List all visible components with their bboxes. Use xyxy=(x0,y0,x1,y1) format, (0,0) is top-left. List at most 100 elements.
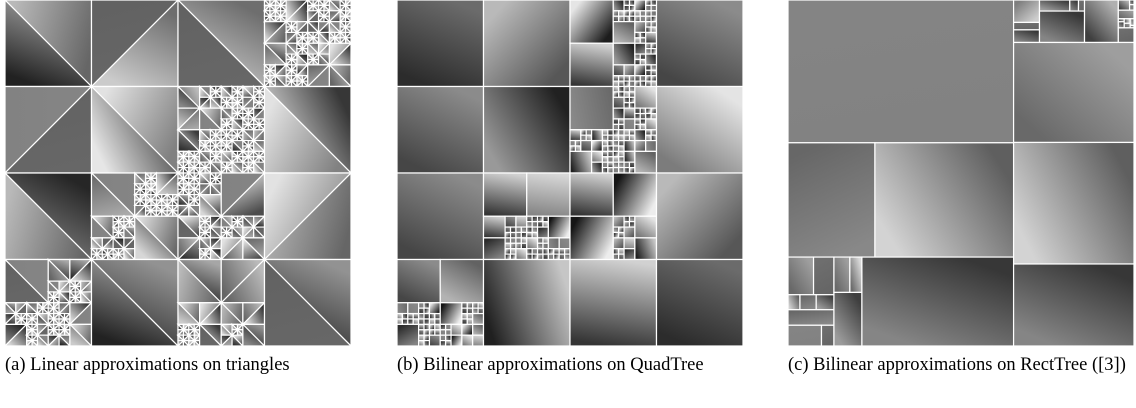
triangle-cell xyxy=(69,322,93,346)
quad-cell xyxy=(618,129,625,136)
quad-cell xyxy=(439,323,447,331)
quad-cell xyxy=(547,215,571,239)
quad-cell xyxy=(547,248,555,255)
quad-cell xyxy=(536,215,544,223)
quad-cell xyxy=(531,248,539,255)
quad-cell xyxy=(612,15,620,23)
quad-cell xyxy=(482,215,506,239)
quad-cell xyxy=(623,134,631,142)
triangle-cell xyxy=(90,258,179,346)
quad-cell xyxy=(542,248,549,255)
quad-cell xyxy=(628,75,636,82)
quad-cell xyxy=(445,329,452,336)
rect-cell xyxy=(1038,10,1086,44)
rect-cell xyxy=(1083,0,1119,44)
quad-cell xyxy=(623,166,631,174)
quad-cell xyxy=(569,150,593,174)
quad-cell xyxy=(509,231,517,239)
quad-cell xyxy=(466,318,474,325)
rect-cell xyxy=(788,294,801,311)
quad-cell xyxy=(542,253,549,261)
quad-cell xyxy=(634,150,658,174)
quad-cell xyxy=(645,139,658,152)
quad-cell xyxy=(628,10,636,17)
quad-cell xyxy=(591,129,604,142)
quad-cell xyxy=(607,166,614,174)
triangle-cell xyxy=(231,333,244,346)
quad-cell xyxy=(607,161,614,169)
quad-cell xyxy=(639,53,647,61)
quad-cell xyxy=(639,118,647,125)
quad-cell xyxy=(472,323,485,336)
quad-cell xyxy=(461,334,474,346)
quad-cell xyxy=(623,80,631,88)
quad-cell xyxy=(634,75,641,82)
quad-cell xyxy=(634,123,641,131)
quad-cell xyxy=(531,226,539,234)
quad-cell xyxy=(655,172,743,261)
rect-cell xyxy=(1117,0,1131,11)
figure-a: (a) Linear approximations on triangles xyxy=(5,0,351,377)
quad-cell xyxy=(612,145,620,152)
quad-cell xyxy=(439,258,485,304)
quad-cell xyxy=(618,226,625,234)
triangle-cell xyxy=(36,333,50,346)
quad-cell xyxy=(580,134,587,142)
triangle-cell xyxy=(58,333,71,346)
triangle-cell xyxy=(199,322,223,346)
rect-cell xyxy=(833,256,851,294)
quad-cell xyxy=(607,156,614,163)
quad-cell xyxy=(515,242,522,250)
rect-cell xyxy=(849,256,863,294)
quad-cell xyxy=(628,80,636,88)
quad-cell xyxy=(634,237,658,261)
quad-cell xyxy=(569,215,614,261)
quad-cell xyxy=(407,318,414,325)
quad-cell xyxy=(504,226,512,234)
quad-cell xyxy=(601,166,609,174)
rect-cell xyxy=(799,294,817,311)
quad-cell xyxy=(612,231,620,239)
quad-cell xyxy=(547,237,560,250)
quad-cell xyxy=(520,226,528,234)
rect-cell xyxy=(788,0,1015,144)
quad-cell xyxy=(607,139,614,147)
quad-cell xyxy=(650,107,658,115)
quad-cell xyxy=(645,107,652,115)
quad-cell xyxy=(623,91,631,98)
quad-cell xyxy=(515,237,522,244)
quad-cell xyxy=(612,21,636,44)
rect-cell xyxy=(1012,263,1134,346)
quad-cell xyxy=(612,107,625,120)
quad-cell xyxy=(639,31,647,39)
quad-cell xyxy=(563,248,571,255)
quad-cell xyxy=(472,312,485,325)
quad-cell xyxy=(650,112,658,120)
quad-cell xyxy=(569,42,614,88)
quad-cell xyxy=(618,85,625,93)
rect-cell xyxy=(1012,21,1041,31)
quad-cell xyxy=(509,226,517,234)
quad-cell xyxy=(423,312,431,320)
quad-cell xyxy=(558,248,566,255)
quad-cell xyxy=(645,129,652,136)
rect-cell xyxy=(833,291,863,346)
quad-cell xyxy=(623,4,631,12)
rect-cell xyxy=(788,256,815,296)
quad-cell xyxy=(591,139,604,152)
quad-cell xyxy=(412,312,420,320)
rect-cell xyxy=(788,324,823,346)
quad-cell xyxy=(607,150,614,158)
quad-cell xyxy=(618,253,625,261)
caption: (c) Bilinear approximations on RectTree … xyxy=(788,355,1126,375)
quad-cell xyxy=(526,226,533,234)
quad-cell xyxy=(645,31,658,44)
quad-cell xyxy=(645,15,652,23)
quad-cell xyxy=(553,248,560,255)
quad-cell xyxy=(634,37,641,44)
rect-cell xyxy=(1117,21,1125,29)
quad-cell xyxy=(472,302,479,309)
quad-cell xyxy=(628,91,636,98)
quad-cell xyxy=(601,145,609,152)
